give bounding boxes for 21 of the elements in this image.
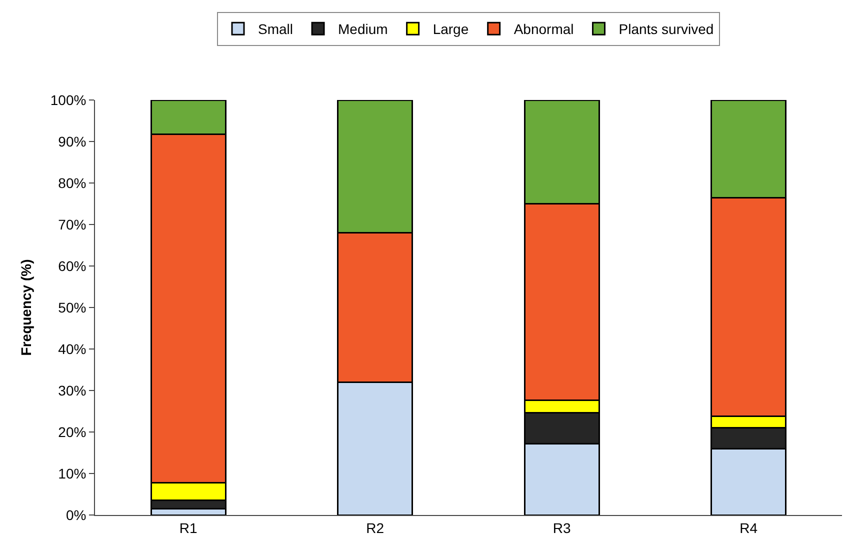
x-tick-label: R3 [552, 520, 572, 536]
y-tick-label: 20% [58, 424, 86, 440]
y-tick-label: 60% [58, 258, 86, 274]
y-tick-label: 90% [58, 133, 86, 150]
y-tick-label: 40% [58, 340, 86, 357]
legend-label: Large [432, 21, 469, 38]
y-tick-label: 50% [58, 299, 86, 316]
x-tick-label: R4 [740, 520, 758, 536]
y-tick-label: 0% [66, 506, 86, 523]
x-tick-label: R1 [179, 520, 198, 536]
y-tick-label: 10% [58, 465, 86, 482]
legend-label: Plants survived [618, 21, 714, 38]
x-tick-label: R2 [366, 520, 384, 536]
y-tick-label: 80% [58, 174, 86, 191]
legend-label: Medium [338, 21, 388, 38]
y-axis-title: Frequency (%) [18, 259, 34, 356]
y-tick-label: 70% [58, 216, 86, 232]
legend-label: Abnormal [514, 21, 574, 38]
y-tick-label: 30% [58, 382, 86, 398]
y-tick-label: 100% [50, 92, 86, 108]
legend-label: Small [258, 21, 294, 38]
